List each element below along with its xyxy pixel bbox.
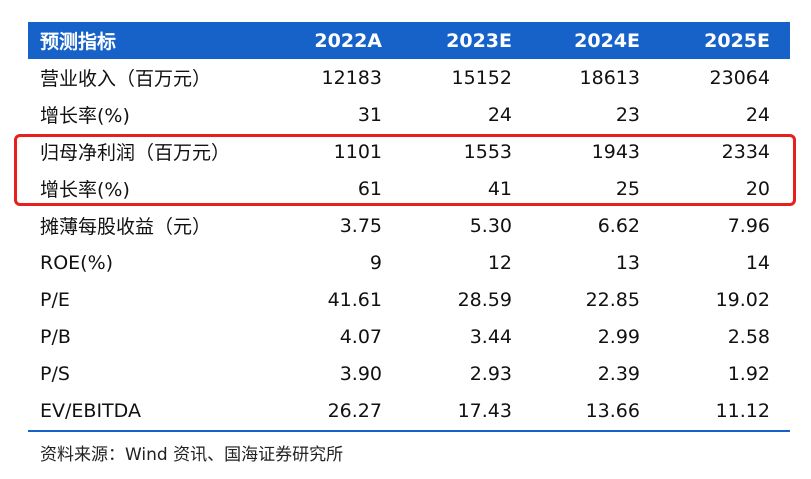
row-label: 摊薄每股收益（元） [40, 216, 212, 238]
table-row: P/S 3.90 2.93 2.39 1.92 [28, 355, 790, 392]
cell: 3.90 [339, 362, 382, 385]
cell: 6.62 [597, 214, 640, 237]
cell: 18613 [579, 66, 640, 89]
cell: 17.43 [457, 399, 512, 422]
cell: 20 [745, 177, 770, 200]
row-label: ROE(%) [40, 251, 114, 274]
cell: 23064 [709, 66, 770, 89]
cell: 12183 [321, 66, 382, 89]
table-row: 增长率(%) 31 24 23 24 [28, 96, 790, 133]
table-bottom-rule [28, 430, 790, 432]
row-label: 增长率(%) [40, 179, 130, 201]
row-label: 增长率(%) [40, 105, 130, 127]
table-row: ROE(%) 9 12 13 14 [28, 244, 790, 281]
cell: 22.85 [585, 288, 640, 311]
cell: 1.92 [727, 362, 770, 385]
table-row: 营业收入（百万元） 12183 15152 18613 23064 [28, 59, 790, 96]
cell: 1101 [333, 140, 382, 163]
cell: 2.99 [597, 325, 640, 348]
cell: 3.44 [469, 325, 512, 348]
cell: 12 [487, 251, 512, 274]
cell: 25 [615, 177, 640, 200]
cell: 5.30 [469, 214, 512, 237]
source-note: 资料来源：Wind 资讯、国海证券研究所 [40, 445, 344, 465]
table-row: P/E 41.61 28.59 22.85 19.02 [28, 281, 790, 318]
cell: 13 [615, 251, 640, 274]
cell: 41 [487, 177, 512, 200]
header-cell: 预测指标 [40, 31, 117, 53]
cell: 2.39 [597, 362, 640, 385]
row-label: EV/EBITDA [40, 399, 141, 422]
highlight-box [14, 134, 796, 206]
row-label: P/E [40, 288, 70, 311]
cell: 9 [369, 251, 382, 274]
cell: 24 [487, 103, 512, 126]
cell: 19.02 [715, 288, 770, 311]
row-label: P/S [40, 362, 70, 385]
cell: 23 [615, 103, 640, 126]
table-header: 预测指标 2022A 2023E 2024E 2025E [28, 22, 790, 59]
cell: 14 [745, 251, 770, 274]
cell: 2.58 [727, 325, 770, 348]
table-row: EV/EBITDA 26.27 17.43 13.66 11.12 [28, 392, 790, 429]
cell: 2334 [721, 140, 770, 163]
header-cell: 2024E [574, 29, 640, 52]
cell: 1943 [591, 140, 640, 163]
header-cell: 2025E [704, 29, 770, 52]
cell: 41.61 [327, 288, 382, 311]
cell: 28.59 [457, 288, 512, 311]
row-label: 归母净利润（百万元） [40, 142, 231, 164]
cell: 61 [357, 177, 382, 200]
table-row: 增长率(%) 61 41 25 20 [28, 170, 790, 207]
header-cell: 2022A [314, 29, 382, 52]
table-row: 摊薄每股收益（元） 3.75 5.30 6.62 7.96 [28, 207, 790, 244]
cell: 24 [745, 103, 770, 126]
cell: 7.96 [727, 214, 770, 237]
cell: 15152 [451, 66, 512, 89]
cell: 4.07 [339, 325, 382, 348]
cell: 11.12 [715, 399, 770, 422]
cell: 26.27 [327, 399, 382, 422]
table-row: P/B 4.07 3.44 2.99 2.58 [28, 318, 790, 355]
cell: 2.93 [469, 362, 512, 385]
cell: 31 [357, 103, 382, 126]
header-cell: 2023E [446, 29, 512, 52]
cell: 13.66 [585, 399, 640, 422]
cell: 1553 [463, 140, 512, 163]
forecast-table: 预测指标 2022A 2023E 2024E 2025E 营业收入（百万元） 1… [28, 22, 790, 429]
row-label: P/B [40, 325, 71, 348]
table-row: 归母净利润（百万元） 1101 1553 1943 2334 [28, 133, 790, 170]
row-label: 营业收入（百万元） [40, 68, 212, 90]
cell: 3.75 [339, 214, 382, 237]
